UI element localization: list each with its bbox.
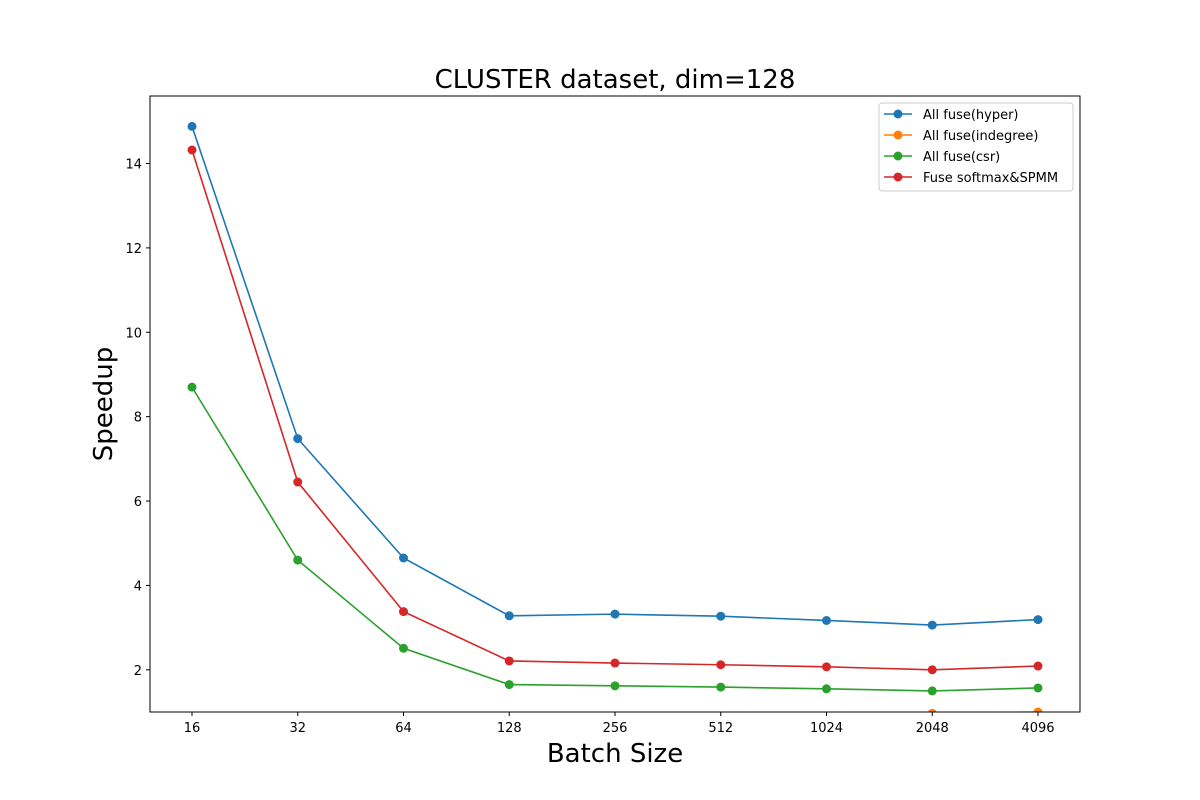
data-point [610, 609, 620, 619]
data-point [293, 555, 303, 565]
legend-item: All fuse(indegree) [884, 129, 1038, 144]
legend-box [878, 102, 1074, 192]
x-axis: 16 32 64 128 256 512 1024 2048 4096 [184, 712, 1055, 736]
data-point [927, 686, 937, 696]
data-point [504, 656, 514, 666]
y-tick-label: 10 [125, 326, 142, 341]
data-point [927, 620, 937, 630]
series-all-fuse-hyper [187, 121, 1043, 630]
series-all-fuse-indegree [927, 707, 1043, 712]
y-tick-label: 2 [134, 664, 142, 679]
x-tick-label: 512 [708, 721, 733, 736]
data-point [187, 121, 197, 131]
series-all-fuse-csr [187, 382, 1043, 696]
data-point [822, 684, 831, 694]
data-point [187, 145, 197, 155]
legend-item: All fuse(csr) [884, 150, 1000, 165]
data-point [716, 660, 726, 670]
legend-label: Fuse softmax&SPMM [923, 171, 1058, 186]
data-point [716, 611, 726, 621]
y-tick-label: 14 [125, 158, 142, 173]
x-axis-title: Batch Size [547, 739, 683, 769]
data-point [1033, 683, 1043, 693]
legend-label: All fuse(csr) [923, 150, 1000, 165]
data-point [504, 611, 514, 621]
x-tick-label: 2048 [916, 721, 949, 736]
legend-marker [893, 151, 903, 161]
data-point [716, 682, 726, 692]
y-tick-label: 12 [125, 242, 142, 257]
series-line [191, 386, 1039, 692]
data-point [822, 615, 831, 625]
y-axis-title: Speedup [89, 347, 119, 462]
legend-marker [893, 130, 903, 140]
legend-item: Fuse softmax&SPMM [884, 171, 1058, 186]
legend: All fuse(hyper) All fuse(indegree) All fus… [878, 102, 1074, 192]
x-tick-label: 32 [289, 721, 306, 736]
legend-item: All fuse(hyper) [884, 108, 1019, 123]
x-tick-label: 64 [395, 721, 412, 736]
legend-label: All fuse(indegree) [923, 129, 1038, 144]
x-tick-label: 16 [184, 721, 201, 736]
y-axis: 2 4 6 8 10 12 14 [125, 158, 150, 679]
legend-marker [893, 109, 903, 119]
data-point [610, 658, 620, 668]
data-point [293, 434, 303, 444]
y-tick-label: 8 [134, 411, 142, 426]
data-point [293, 477, 303, 487]
y-tick-label: 4 [134, 579, 142, 594]
x-tick-label: 4096 [1021, 721, 1054, 736]
data-point [187, 382, 197, 392]
data-point [822, 662, 831, 672]
chart-title: CLUSTER dataset, dim=128 [435, 65, 796, 95]
data-point [927, 665, 937, 675]
x-tick-label: 1024 [810, 721, 843, 736]
x-tick-label: 128 [497, 721, 522, 736]
data-point [399, 607, 408, 617]
x-tick-label: 256 [603, 721, 628, 736]
data-point [399, 643, 408, 653]
legend-marker [893, 172, 903, 182]
data-point [927, 708, 937, 712]
legend-label: All fuse(hyper) [923, 108, 1019, 123]
data-point [1033, 661, 1043, 671]
series-fuse-softmax-spmm [187, 145, 1043, 675]
data-point [610, 681, 620, 691]
series-line [191, 149, 1039, 671]
data-point [504, 680, 514, 690]
data-point [399, 553, 408, 563]
series-line [191, 126, 1039, 626]
data-point [1033, 615, 1043, 625]
data-point [1033, 707, 1043, 712]
y-tick-label: 6 [134, 495, 142, 510]
